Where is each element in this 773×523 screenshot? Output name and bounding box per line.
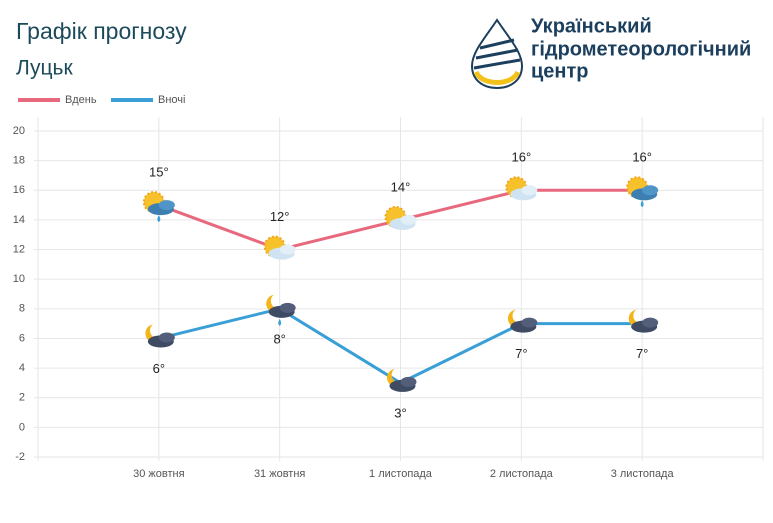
- value-label: 14°: [391, 179, 411, 194]
- cloud-icon: [642, 185, 659, 196]
- logo-text: гідрометеорологічний: [531, 38, 751, 60]
- x-tick-label: 2 листопада: [490, 468, 554, 480]
- y-tick-label: 12: [13, 243, 25, 255]
- y-tick-label: 6: [19, 332, 25, 344]
- y-tick-label: 16: [13, 184, 25, 196]
- moon-icon: [628, 309, 647, 328]
- x-tick-label: 3 листопада: [611, 468, 675, 480]
- moon-icon: [387, 368, 405, 387]
- value-label: 6°: [153, 361, 165, 376]
- y-tick-label: 10: [13, 273, 25, 285]
- cloud-icon: [279, 244, 296, 255]
- y-tick-label: 14: [13, 214, 25, 226]
- rain-icon: [157, 215, 161, 223]
- cloud-icon: [158, 200, 175, 211]
- value-label: 15°: [149, 165, 169, 180]
- logo: Український гідрометеорологічний центр: [470, 15, 751, 90]
- rain-icon: [278, 318, 282, 326]
- moon-icon: [266, 294, 284, 313]
- rain-icon: [640, 200, 644, 208]
- cloud-icon: [279, 302, 296, 313]
- y-tick-label: 20: [13, 125, 25, 137]
- value-label: 7°: [636, 346, 648, 361]
- logo-drop: [470, 18, 524, 90]
- cloud-icon: [400, 214, 417, 225]
- logo-text: Український: [531, 15, 652, 37]
- logo-text: центр: [531, 60, 589, 82]
- value-label: 7°: [515, 346, 527, 361]
- value-label: 12°: [270, 209, 290, 224]
- cloud-icon: [158, 332, 175, 343]
- city-name: Луцьк: [16, 57, 73, 80]
- y-tick-label: -2: [15, 451, 25, 463]
- legend-label: Вночі: [158, 94, 185, 106]
- cloud-icon: [400, 376, 417, 387]
- y-tick-label: 8: [19, 303, 25, 315]
- x-tick-label: 31 жовтня: [254, 468, 305, 480]
- y-tick-label: 0: [19, 421, 25, 433]
- logo-sun: [473, 70, 521, 85]
- moon-icon: [145, 324, 163, 343]
- logo-stripes: [473, 38, 521, 70]
- y-tick-label: 4: [19, 362, 25, 374]
- moon-icon: [507, 309, 526, 328]
- value-label: 8°: [273, 331, 285, 346]
- cloud-icon: [521, 317, 538, 328]
- value-label: 16°: [511, 150, 531, 165]
- cloud-icon: [642, 317, 659, 328]
- cloud-icon: [521, 185, 538, 196]
- y-tick-label: 2: [19, 392, 25, 404]
- value-label: 16°: [632, 150, 652, 165]
- y-tick-label: 18: [13, 155, 25, 167]
- x-tick-label: 30 жовтня: [133, 468, 184, 480]
- x-tick-label: 1 листопада: [369, 468, 433, 480]
- value-label: 3°: [394, 405, 406, 420]
- legend-label: Вдень: [65, 94, 97, 106]
- page-title: Графік прогнозу: [16, 18, 187, 44]
